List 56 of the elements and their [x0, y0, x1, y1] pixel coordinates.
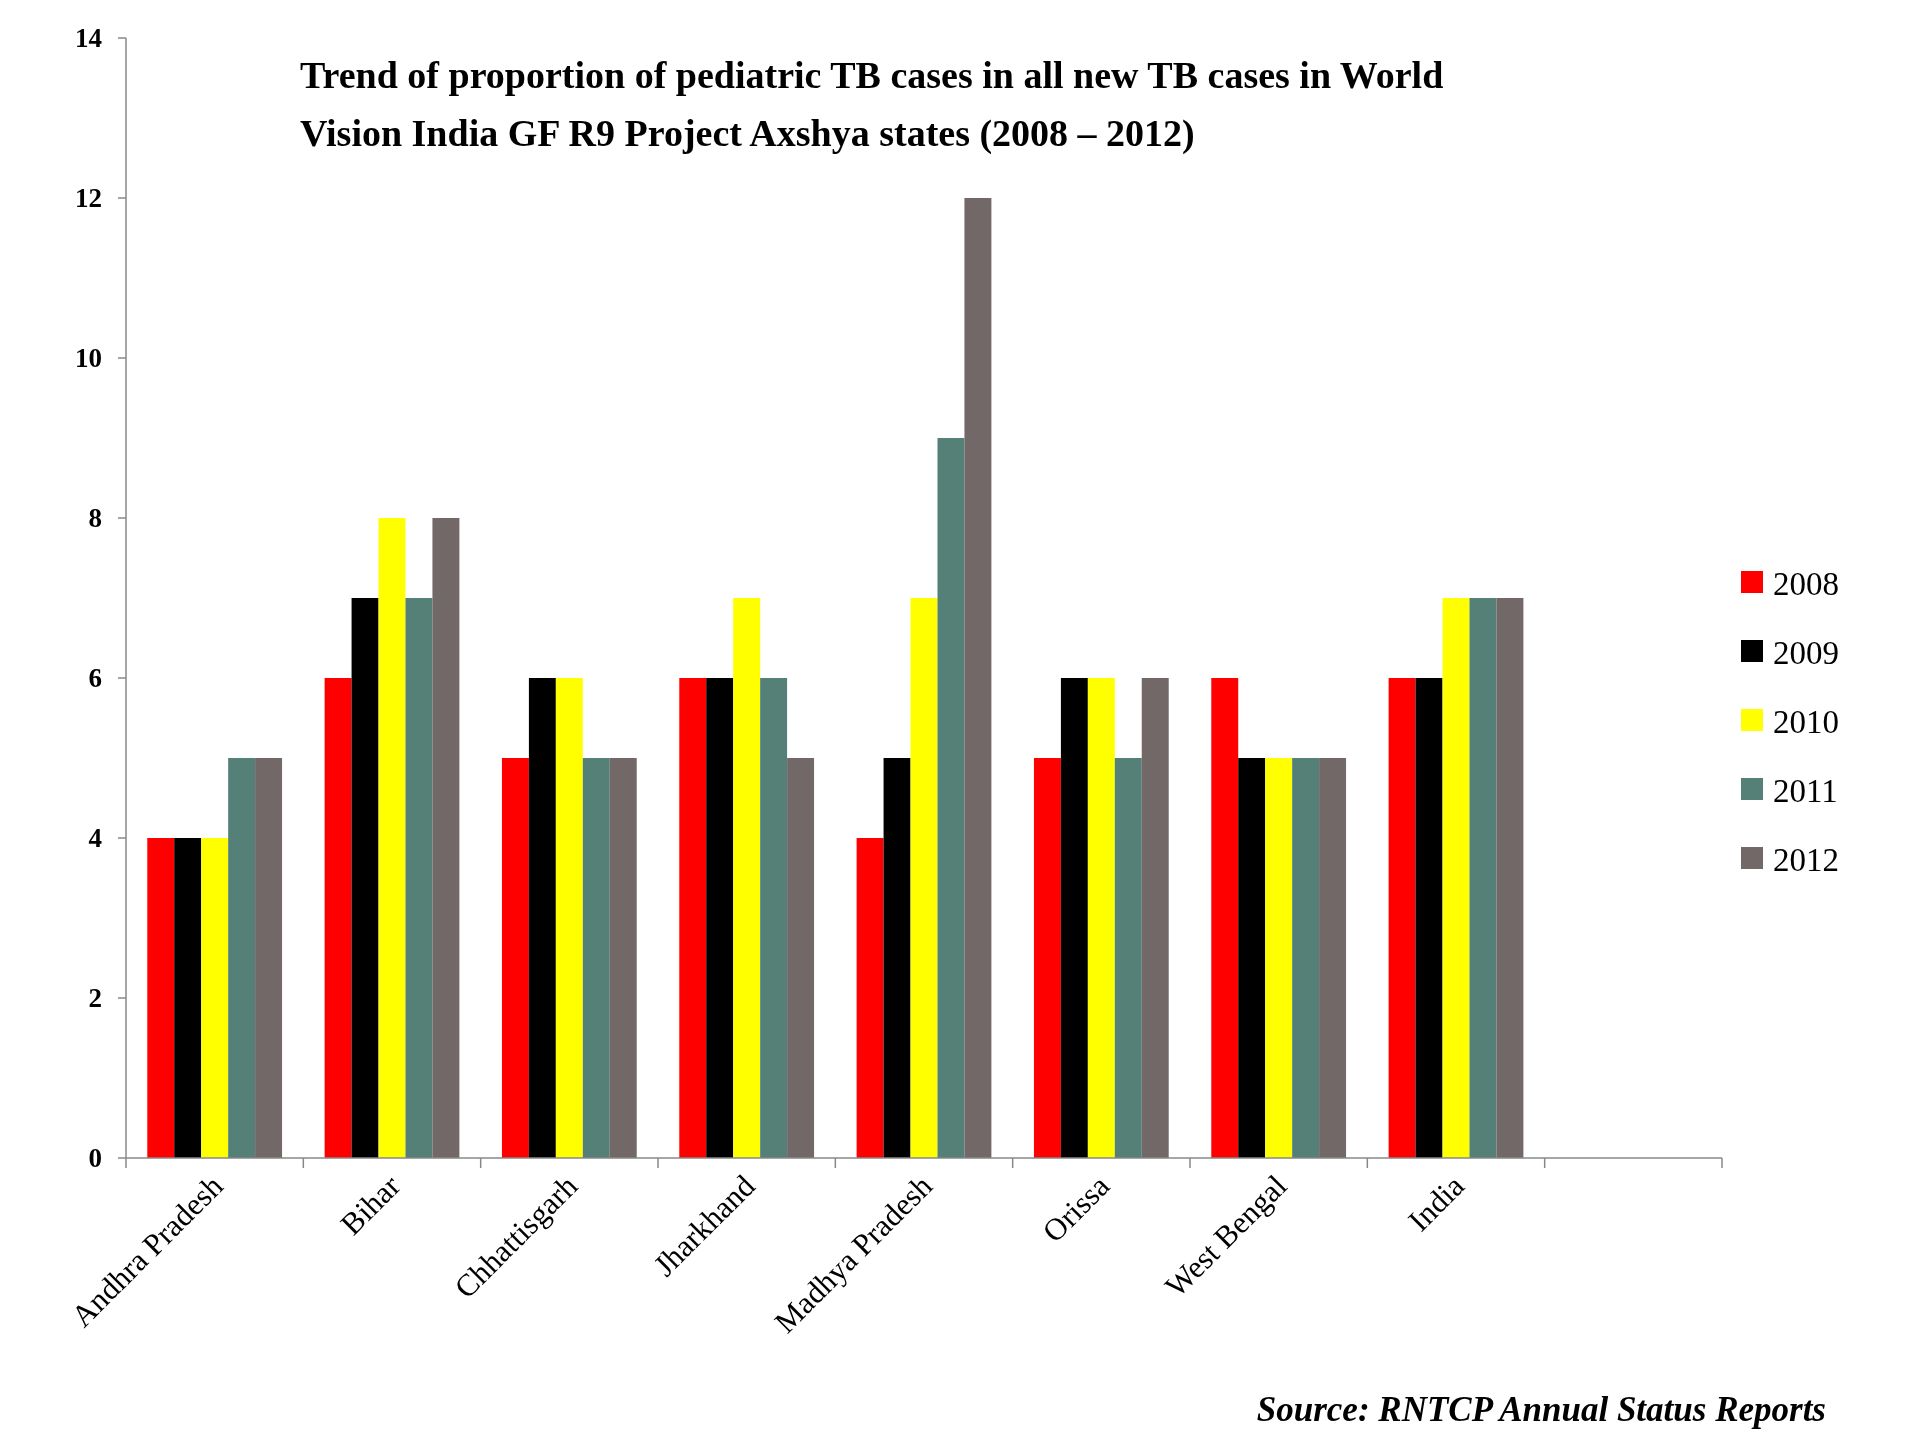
y-tick-label: 4 [88, 823, 102, 854]
source-note: Source: RNTCP Annual Status Reports [1256, 1390, 1826, 1429]
bar [1114, 758, 1142, 1158]
y-tick-label: 0 [88, 1143, 102, 1174]
bar [1469, 598, 1497, 1158]
legend-label: 2009 [1773, 634, 1839, 671]
bar [255, 758, 283, 1158]
bar [1442, 598, 1470, 1158]
bar [378, 518, 406, 1158]
y-tick-label: 10 [75, 343, 102, 374]
bar [1415, 678, 1443, 1158]
bar [679, 678, 707, 1158]
bar [528, 678, 556, 1158]
legend-label: 2010 [1773, 703, 1839, 740]
y-tick-label: 8 [88, 503, 102, 534]
y-tick-label: 6 [88, 663, 102, 694]
bar [1496, 598, 1524, 1158]
bar [1388, 678, 1416, 1158]
bar [1141, 678, 1169, 1158]
bar [1060, 678, 1088, 1158]
bar [1238, 758, 1266, 1158]
bar [174, 838, 202, 1158]
bar [787, 758, 815, 1158]
bar [910, 598, 938, 1158]
bar [609, 758, 637, 1158]
bar [351, 598, 379, 1158]
legend-label: 2008 [1773, 565, 1839, 602]
text: Trend of proportion of pediatric TB cases in all new TB cases in World Vision India GF R9 Project Axshya states (2008 – 2012) [300, 54, 1444, 155]
bar [201, 838, 229, 1158]
bar [1265, 758, 1293, 1158]
legend-label: 2012 [1773, 841, 1839, 878]
bar [1211, 678, 1239, 1158]
x-tick-label: India [1401, 1168, 1472, 1238]
y-tick-label: 2 [88, 983, 102, 1014]
bar [324, 678, 352, 1158]
bar [432, 518, 460, 1158]
bar [582, 758, 610, 1158]
bar [733, 598, 761, 1158]
bar [501, 758, 529, 1158]
y-tick-label: 12 [75, 183, 102, 214]
bar [964, 198, 992, 1158]
bar [706, 678, 734, 1158]
bar [228, 758, 256, 1158]
bar [147, 838, 175, 1158]
bar [405, 598, 433, 1158]
bar [760, 678, 788, 1158]
bar [856, 838, 884, 1158]
bar [1087, 678, 1115, 1158]
legend-label: 2011 [1773, 772, 1838, 809]
bar [1319, 758, 1347, 1158]
bar [883, 758, 911, 1158]
bar [555, 678, 583, 1158]
y-tick-label: 14 [75, 23, 102, 54]
bar [1033, 758, 1061, 1158]
bar [1292, 758, 1320, 1158]
bar [937, 438, 965, 1158]
